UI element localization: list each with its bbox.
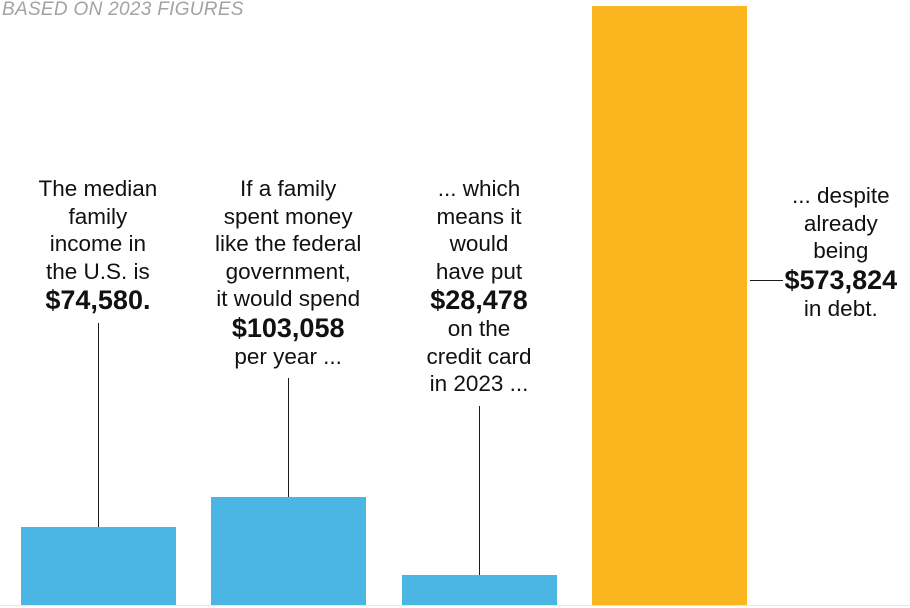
annotation-line: ... despite: [792, 183, 890, 208]
data-label-amount: $28,478: [430, 285, 528, 315]
annotation-line: If a family: [240, 176, 337, 201]
annotation-line: income in: [49, 231, 147, 256]
annotation-line: government,: [225, 258, 351, 284]
leader-line-1: [97, 323, 99, 528]
annotation-line: have put: [435, 258, 523, 284]
annotation-line: being: [813, 238, 869, 263]
chart-subtitle: BASED ON 2023 FIGURES: [2, 0, 244, 20]
bar-4-annotation: ... despite already being $573,824 in debt.: [785, 182, 898, 322]
annotation-line: would: [449, 231, 509, 256]
annotation-line: it would spend: [216, 286, 361, 311]
annotation-line: already: [803, 210, 878, 236]
annotation-line: in 2023 ...: [429, 371, 529, 396]
bar-1: [21, 527, 176, 605]
data-label-amount: $573,824: [784, 264, 898, 295]
annotation-line: credit card: [426, 343, 532, 369]
bar-2: [211, 497, 366, 605]
bar-1-annotation: The median family income in the U.S. is $74,…: [39, 175, 158, 315]
annotation-line: in debt.: [803, 295, 878, 321]
leader-line-2: [287, 378, 289, 498]
annotation-line: The median: [38, 176, 158, 201]
annotation-line: like the federal: [215, 231, 362, 256]
baseline-axis: [0, 605, 910, 606]
annotation-line: ... which: [437, 176, 521, 201]
annotation-line: per year ...: [234, 343, 342, 369]
leader-line-4: [750, 280, 783, 282]
data-label-amount: $103,058: [231, 312, 345, 343]
annotation-line: spent money: [223, 203, 353, 229]
annotation-line: the U.S. is: [46, 258, 150, 284]
annotation-line: family: [68, 203, 128, 229]
bar-3: [402, 575, 557, 605]
bar-3-annotation: ... which means it would have put $28,478 on …: [427, 175, 532, 398]
data-label-amount: $74,580.: [45, 285, 151, 315]
annotation-line: on the: [447, 316, 511, 341]
bar-4: [592, 6, 747, 605]
bar-2-annotation: If a family spent money like the federal go…: [215, 175, 361, 370]
annotation-line: means it: [436, 203, 522, 229]
leader-line-3: [478, 406, 480, 576]
